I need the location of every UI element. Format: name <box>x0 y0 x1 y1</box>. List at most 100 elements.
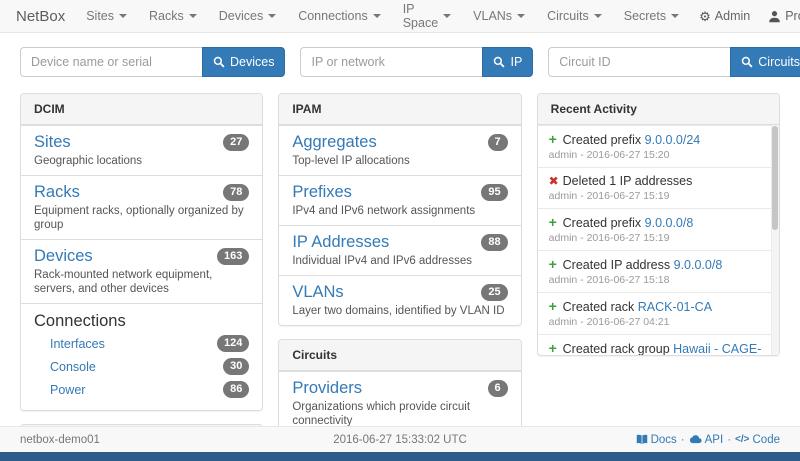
item-link[interactable]: Racks <box>34 183 80 201</box>
count-badge: 27 <box>223 134 250 151</box>
item-description: Organizations which provide circuit conn… <box>292 401 471 426</box>
plus-icon: + <box>548 214 557 230</box>
search-button[interactable]: Circuits <box>730 47 800 77</box>
column-ipam: IPAM Aggregates 7 Top-level IP allocatio… <box>278 93 522 426</box>
search-input[interactable] <box>20 47 202 77</box>
nav-menu-item: Connections <box>287 0 392 32</box>
book-icon <box>636 434 648 445</box>
user-icon <box>768 10 781 23</box>
search-group: Circuits <box>548 47 800 77</box>
nav-right: ⚙ Admin Profile Log out <box>690 2 800 30</box>
nav-menu-item: Racks <box>138 0 208 32</box>
connection-link[interactable]: Console <box>50 359 96 374</box>
nav-menu-link[interactable]: Circuits <box>536 0 613 32</box>
activity-object-link[interactable]: RACK-01-CA <box>637 300 713 314</box>
activity-meta: admin - 2016-06-27 15:19 <box>548 232 670 244</box>
item-link[interactable]: Prefixes <box>292 183 352 201</box>
panel-ipam-heading: IPAM <box>279 94 521 125</box>
activity-meta: admin - 2016-06-27 15:19 <box>548 190 670 202</box>
connection-row: Power 86 <box>34 378 250 401</box>
nav-menu-item: VLANs <box>462 0 536 32</box>
search-input[interactable] <box>548 47 731 77</box>
item-link[interactable]: Providers <box>292 379 363 397</box>
activity-item: + Created prefix 9.0.0.0/24 admin - 2016-… <box>537 125 779 167</box>
nav-menu-item: Sites <box>75 0 138 32</box>
activity-meta: admin - 2016-06-27 04:21 <box>548 316 670 328</box>
count-badge: 86 <box>223 381 250 398</box>
search-button[interactable]: IP <box>482 47 534 77</box>
panel-secrets-heading: Secrets <box>21 425 263 426</box>
item-link[interactable]: VLANs <box>292 283 344 301</box>
item-link[interactable]: Devices <box>34 247 93 265</box>
activity-item: + Created prefix 9.0.0.0/8 admin - 2016-0… <box>537 208 779 250</box>
cloud-icon <box>689 435 702 444</box>
profile-link[interactable]: Profile <box>759 9 800 23</box>
top-navbar: NetBox Sites Racks Devices Connections I… <box>0 0 800 33</box>
plus-icon: + <box>548 131 557 147</box>
list-item: Prefixes 95 IPv4 and IPv6 network assign… <box>279 175 521 225</box>
delete-x-icon: ✖ <box>548 174 559 188</box>
item-description: Equipment racks, optionally organized by… <box>34 205 244 231</box>
code-link[interactable]: </> Code <box>735 433 780 446</box>
connection-row: Interfaces 124 <box>34 332 250 355</box>
panel-dcim: DCIM Sites 27 Geographic locations Racks <box>20 93 264 411</box>
item-link[interactable]: Aggregates <box>292 133 377 151</box>
scrollbar-track[interactable] <box>770 125 779 355</box>
activity-meta: admin - 2016-06-27 15:20 <box>548 149 670 161</box>
nav-menu-link[interactable]: Racks <box>138 0 208 32</box>
connection-link[interactable]: Power <box>50 382 86 397</box>
panel-circuits-list: Providers 6 Organizations which provide … <box>279 371 521 426</box>
admin-link[interactable]: ⚙ Admin <box>699 8 751 24</box>
panel-dcim-heading: DCIM <box>21 94 263 125</box>
search-input[interactable] <box>300 47 483 77</box>
column-activity: Recent Activity + Created prefix 9.0.0.0/… <box>536 93 780 426</box>
caret-down-icon <box>671 14 680 18</box>
nav-menu-link[interactable]: VLANs <box>462 0 536 32</box>
search-icon <box>741 56 753 68</box>
count-badge: 163 <box>216 248 250 265</box>
count-badge: 6 <box>487 380 508 397</box>
docs-link[interactable]: Docs <box>636 434 677 446</box>
connection-link[interactable]: Interfaces <box>50 336 105 351</box>
gear-icon: ⚙ <box>699 8 711 24</box>
footer: netbox-demo01 2016-06-27 15:33:02 UTC Do… <box>0 426 800 452</box>
count-badge: 124 <box>216 335 250 352</box>
activity-item: + Created rack RACK-01-CA admin - 2016-06… <box>537 292 779 334</box>
activity-action: Created rack group <box>562 342 670 355</box>
footer-links: Docs · API · </> Code <box>552 434 780 446</box>
item-link[interactable]: IP Addresses <box>292 233 390 251</box>
activity-object-link[interactable]: 9.0.0.0/8 <box>644 216 694 230</box>
plus-icon: + <box>548 298 557 314</box>
list-item: Racks 78 Equipment racks, optionally org… <box>21 175 263 239</box>
connection-row: Console 30 <box>34 355 250 378</box>
nav-menu-link[interactable]: Sites <box>75 0 138 32</box>
panel-recent-activity: Recent Activity + Created prefix 9.0.0.0/… <box>536 93 780 356</box>
activity-object-link[interactable]: 9.0.0.0/8 <box>673 258 723 272</box>
nav-menu-item: Secrets <box>613 0 690 32</box>
activity-action: Created prefix <box>562 133 642 147</box>
caret-down-icon <box>443 14 452 18</box>
activity-action: Created rack <box>562 300 635 314</box>
brand-logo[interactable]: NetBox <box>16 7 66 25</box>
api-link[interactable]: API <box>689 434 723 446</box>
item-description: Top-level IP allocations <box>292 155 410 167</box>
search-group: Devices <box>20 47 286 77</box>
item-link[interactable]: Sites <box>34 133 71 151</box>
nav-menu-link[interactable]: Connections <box>287 0 392 32</box>
scrollbar-thumb[interactable] <box>771 126 778 230</box>
activity-meta: admin - 2016-06-27 15:18 <box>548 274 670 286</box>
list-item: Providers 6 Organizations which provide … <box>279 371 521 426</box>
panel-dcim-list: Sites 27 Geographic locations Racks 78 E… <box>21 125 263 303</box>
column-dcim: DCIM Sites 27 Geographic locations Racks <box>20 93 264 426</box>
activity-list: + Created prefix 9.0.0.0/24 admin - 2016-… <box>537 125 779 355</box>
code-icon: </> <box>735 434 750 445</box>
nav-menu-link[interactable]: Devices <box>208 0 287 32</box>
activity-action: Created IP address <box>562 258 671 272</box>
nav-menu-link[interactable]: IP Space <box>392 0 462 32</box>
activity-object-link[interactable]: 9.0.0.0/24 <box>644 133 701 147</box>
bottom-strip <box>0 452 800 461</box>
activity-object-link[interactable]: Hawaii - CAGE-DH1-01 <box>673 342 762 355</box>
nav-menu-link[interactable]: Secrets <box>613 0 690 32</box>
activity-item: + Created rack group Hawaii - CAGE-DH1-01… <box>537 334 779 355</box>
search-button[interactable]: Devices <box>202 47 286 77</box>
